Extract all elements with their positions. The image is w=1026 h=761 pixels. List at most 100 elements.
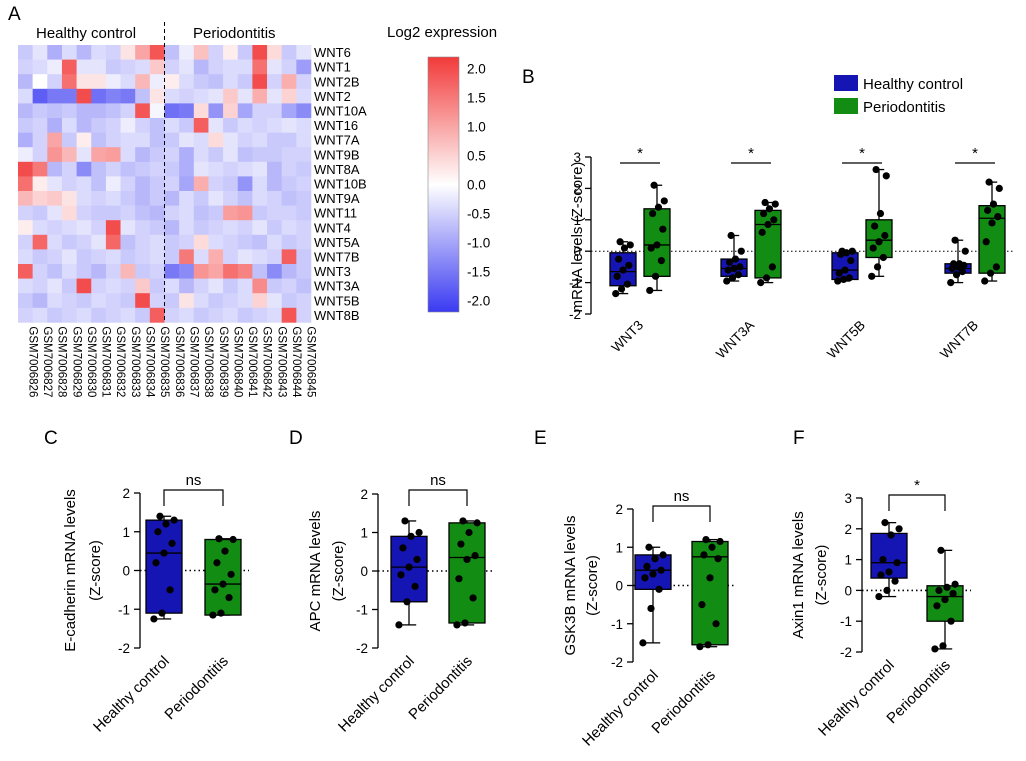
heatmap-cell bbox=[193, 88, 209, 104]
heatmap-cell bbox=[91, 88, 107, 104]
heatmap-cell bbox=[18, 103, 33, 119]
heatmap-cell bbox=[149, 45, 165, 60]
data-point bbox=[655, 585, 663, 593]
heatmap-cell bbox=[135, 147, 151, 163]
heatmap-cell bbox=[193, 45, 209, 60]
heatmap-cell bbox=[223, 191, 239, 206]
heatmap-cell bbox=[208, 220, 224, 236]
heatmap-cell bbox=[179, 264, 195, 279]
heatmap-cell bbox=[223, 103, 239, 119]
y-tick-label: -1 bbox=[840, 614, 852, 629]
heatmap-cell bbox=[252, 191, 268, 206]
heatmap-cell bbox=[61, 161, 77, 177]
data-point bbox=[869, 244, 877, 252]
y-axis-label: mRNA levels (Z-score) bbox=[569, 162, 586, 313]
heatmap-cell bbox=[237, 234, 253, 250]
colorbar-tick-label: 1.5 bbox=[467, 91, 486, 106]
heatmap-cell bbox=[61, 249, 77, 265]
heatmap-cell bbox=[179, 234, 195, 250]
heatmap-cell bbox=[120, 278, 136, 294]
heatmap-cell bbox=[47, 161, 63, 177]
heatmap-cell bbox=[237, 147, 253, 163]
heatmap-cell bbox=[164, 132, 180, 148]
data-point bbox=[616, 238, 624, 246]
heatmap-cell bbox=[18, 147, 33, 163]
heatmap-cell bbox=[296, 147, 312, 163]
y-tick-label: -2 bbox=[569, 307, 581, 322]
heatmap-cell bbox=[281, 293, 297, 309]
heatmap-cell bbox=[18, 161, 33, 177]
heatmap-cell bbox=[208, 205, 224, 221]
heatmap-cell bbox=[61, 220, 77, 236]
heatmap-cell bbox=[135, 45, 151, 60]
data-point bbox=[838, 247, 846, 255]
heatmap-cell bbox=[237, 205, 253, 221]
box bbox=[926, 585, 964, 622]
data-point bbox=[158, 609, 166, 617]
heatmap-cell bbox=[91, 205, 107, 221]
heatmap-cell bbox=[32, 205, 48, 221]
data-point bbox=[989, 200, 998, 208]
heatmap-cell bbox=[120, 176, 136, 192]
heatmap-cell bbox=[149, 88, 165, 104]
heatmap-cell bbox=[164, 307, 180, 323]
heatmap-cell bbox=[223, 205, 239, 221]
heatmap-row-label: WNT5B bbox=[314, 293, 360, 308]
heatmap-cell bbox=[120, 88, 136, 104]
significance-label: * bbox=[859, 145, 865, 162]
data-point bbox=[651, 555, 659, 563]
heatmap-cell bbox=[149, 147, 165, 163]
heatmap-cell bbox=[135, 249, 151, 265]
heatmap-cell bbox=[237, 176, 253, 192]
heatmap-cell bbox=[18, 278, 33, 294]
heatmap-cell bbox=[252, 220, 268, 236]
heatmap-cell bbox=[61, 191, 77, 206]
heatmap-cell bbox=[223, 161, 239, 177]
heatmap-cell bbox=[296, 293, 312, 309]
heatmap-cell bbox=[208, 59, 224, 75]
heatmap-cell bbox=[252, 249, 268, 265]
heatmap-cell bbox=[91, 118, 107, 133]
data-point bbox=[758, 228, 766, 236]
data-point bbox=[659, 551, 667, 559]
heatmap-cell bbox=[32, 278, 48, 294]
heatmap-cell bbox=[252, 176, 268, 192]
heatmap-cell bbox=[281, 264, 297, 279]
box bbox=[448, 522, 486, 624]
data-point bbox=[734, 271, 742, 279]
box bbox=[831, 252, 859, 281]
data-point bbox=[714, 555, 722, 563]
heatmap-cell bbox=[76, 45, 92, 60]
heatmap-column-label: GSM7006839 bbox=[217, 326, 229, 397]
heatmap-cell bbox=[296, 191, 312, 206]
heatmap-row-label: WNT10B bbox=[314, 177, 367, 192]
x-category-label: Periodontitis bbox=[161, 653, 231, 723]
heatmap-cell bbox=[237, 249, 253, 265]
heatmap-cell bbox=[120, 132, 136, 148]
heatmap-cell bbox=[164, 176, 180, 192]
data-point bbox=[647, 244, 655, 252]
heatmap-row-label: WNT11 bbox=[314, 206, 357, 221]
data-point bbox=[649, 209, 657, 218]
heatmap-cell bbox=[252, 307, 268, 323]
heatmap-cell bbox=[281, 220, 297, 236]
heatmap-cell bbox=[208, 176, 224, 192]
data-point bbox=[708, 543, 716, 551]
heatmap-cell bbox=[18, 234, 33, 250]
heatmap-cell bbox=[149, 132, 165, 148]
heatmap-cell bbox=[61, 103, 77, 119]
box bbox=[870, 532, 908, 579]
heatmap-cell bbox=[91, 147, 107, 163]
data-point bbox=[457, 540, 465, 548]
heatmap-cell bbox=[76, 264, 92, 279]
data-point bbox=[952, 271, 961, 279]
heatmap-cell bbox=[149, 278, 165, 294]
heatmap-cell bbox=[149, 205, 165, 221]
heatmap-cell bbox=[120, 59, 136, 75]
heatmap-cell bbox=[91, 176, 107, 192]
data-point bbox=[702, 536, 710, 544]
heatmap-cell bbox=[47, 278, 63, 294]
significance-label: * bbox=[972, 145, 978, 162]
heatmap-cell bbox=[76, 234, 92, 250]
data-point bbox=[211, 586, 219, 594]
